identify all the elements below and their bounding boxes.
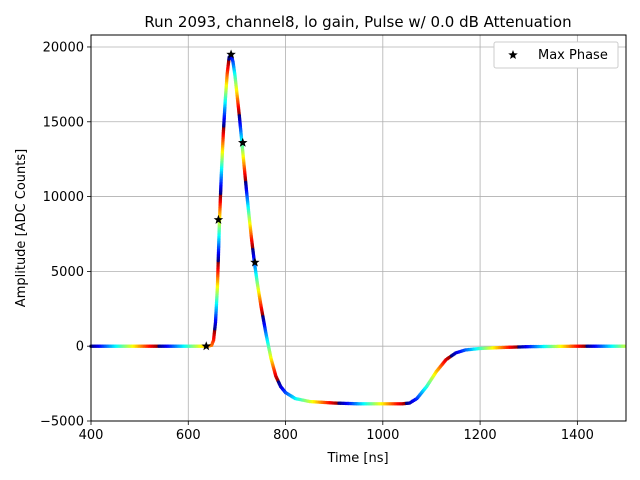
max-phase-markers: [201, 49, 260, 351]
max-phase-star-icon: [201, 341, 212, 351]
x-tick-label: 600: [176, 428, 201, 443]
axis-ticks: 400 600 800 1000 1200 1400 −5000 0 5000 10000 1500…: [40, 40, 594, 443]
x-tick-label: 1200: [464, 428, 497, 443]
legend-label: Max Phase: [538, 48, 608, 63]
plot-frame: [90, 34, 627, 422]
legend-star-icon: [508, 50, 518, 60]
x-tick-label: 1400: [561, 428, 594, 443]
y-tick-label: −5000: [40, 415, 84, 430]
legend: Max Phase: [493, 41, 619, 69]
max-phase-star-icon: [213, 214, 224, 224]
y-tick-label: 0: [76, 340, 84, 355]
y-tick-label: 10000: [43, 190, 84, 205]
y-tick-label: 15000: [43, 115, 84, 130]
y-axis-title: Amplitude [ADC Counts]: [14, 149, 29, 307]
max-phase-star-icon: [237, 137, 248, 147]
y-tick-label: 20000: [43, 40, 84, 55]
legend-star-shape: [508, 50, 518, 60]
grid-layer: [90, 35, 626, 422]
y-tick-label: 5000: [51, 265, 84, 280]
chart-title: Run 2093, channel8, lo gain, Pulse w/ 0.…: [144, 13, 571, 31]
max-phase-star-icon: [226, 49, 236, 59]
x-tick-label: 800: [273, 428, 298, 443]
pulse-point: [622, 344, 627, 348]
x-tick-label: 1000: [366, 428, 399, 443]
max-phase-star-icon: [250, 257, 260, 267]
legend-box: [493, 41, 619, 69]
x-tick-label: 400: [79, 428, 104, 443]
x-axis-title: Time [ns]: [326, 451, 388, 466]
pulse-curve: [89, 52, 627, 406]
